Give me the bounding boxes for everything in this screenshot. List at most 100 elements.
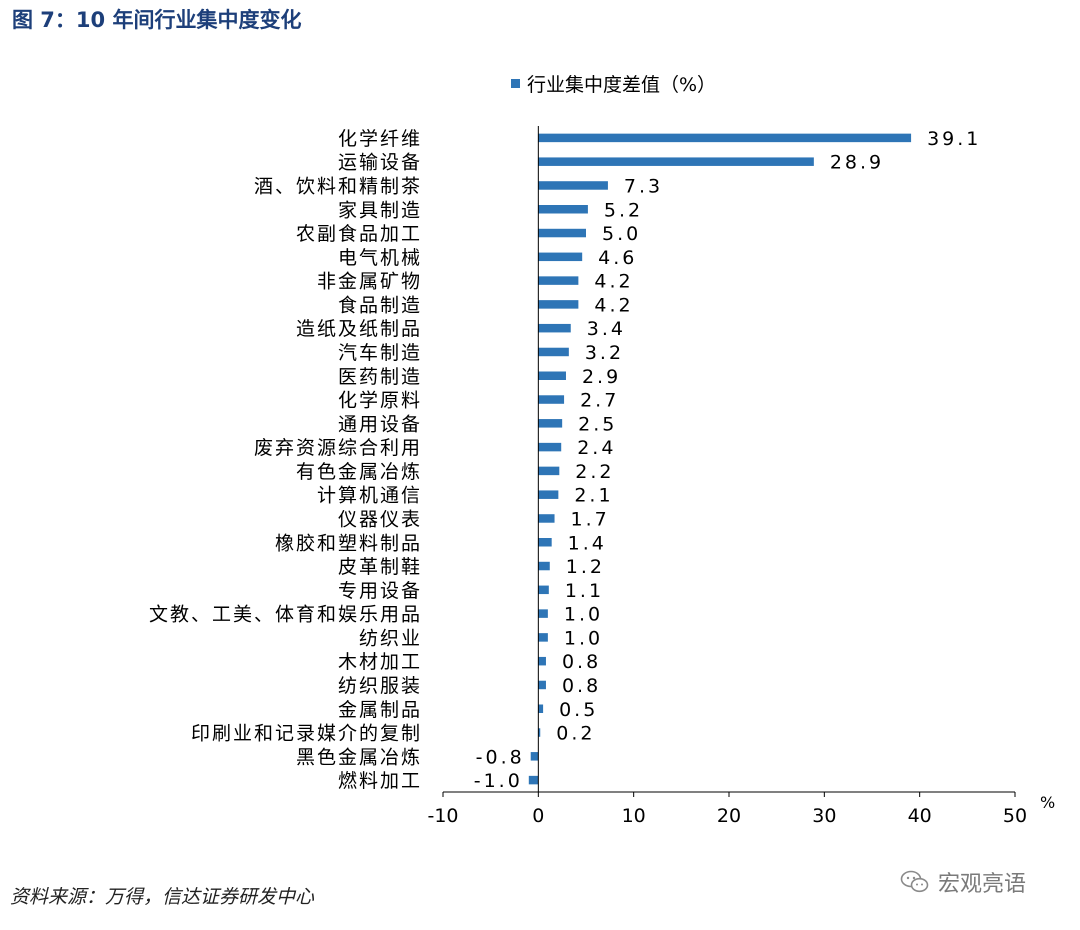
category-label: 仪器仪表 — [338, 508, 422, 530]
category-label: 化学原料 — [338, 390, 422, 412]
bar — [538, 276, 579, 285]
value-label: 2.4 — [577, 437, 616, 459]
bar — [538, 466, 560, 476]
value-label: 0.8 — [562, 651, 601, 673]
category-label: 化学纤维 — [338, 128, 422, 150]
category-label: 印刷业和记录媒介的复制 — [191, 723, 422, 745]
legend-label: 行业集中度差值（%） — [527, 74, 716, 96]
value-label: 3.4 — [587, 318, 626, 340]
bar — [538, 252, 583, 262]
bar — [538, 157, 814, 166]
value-label: 0.2 — [556, 723, 595, 745]
bar — [538, 514, 555, 523]
bar-chart: 行业集中度差值（%） 化学纤维 39.1 运输设备 28.9 酒、饮料和精制茶 7.3 家具制… — [149, 74, 1055, 827]
category-label: 汽车制造 — [338, 342, 422, 364]
bar — [528, 775, 539, 785]
category-label: 有色金属冶炼 — [296, 461, 422, 483]
category-label: 金属制品 — [338, 699, 422, 721]
bar — [538, 419, 563, 428]
category-label: 黑色金属冶炼 — [296, 746, 422, 768]
legend-swatch — [511, 79, 520, 88]
value-label: 3.2 — [585, 342, 624, 364]
category-label: 农副食品加工 — [296, 223, 422, 245]
value-label: 0.8 — [562, 675, 601, 697]
value-label: 7.3 — [624, 175, 663, 197]
value-label: 1.2 — [566, 556, 605, 578]
category-label: 计算机通信 — [317, 485, 422, 507]
x-axis-unit: % — [1040, 793, 1055, 812]
value-label: 2.1 — [574, 485, 613, 507]
category-label: 非金属矿物 — [317, 271, 422, 293]
value-label: 1.0 — [564, 627, 603, 649]
bar — [538, 181, 608, 190]
value-label: 2.2 — [575, 461, 614, 483]
category-label: 医药制造 — [338, 366, 422, 388]
category-label: 电气机械 — [338, 247, 422, 269]
watermark-text: 宏观亮语 — [938, 872, 1027, 897]
value-label: 1.4 — [568, 532, 607, 554]
value-label: -0.8 — [476, 746, 525, 768]
value-label: 2.5 — [578, 413, 617, 435]
category-label: 橡胶和塑料制品 — [275, 532, 422, 554]
bar — [538, 205, 588, 214]
bar — [538, 490, 559, 499]
bar — [530, 752, 539, 761]
x-tick-label: 10 — [622, 805, 646, 827]
category-label: 纺织业 — [359, 627, 422, 649]
x-tick-label: 50 — [1003, 805, 1027, 827]
value-label: 1.7 — [571, 508, 610, 530]
category-label: 食品制造 — [338, 294, 422, 316]
value-label: 4.6 — [598, 247, 637, 269]
bar — [538, 680, 546, 690]
value-label: 2.7 — [580, 390, 619, 412]
x-tick-label: -10 — [427, 805, 458, 827]
wechat-icon — [900, 870, 929, 893]
value-label: 4.2 — [594, 294, 633, 316]
category-label: 皮革制鞋 — [338, 556, 422, 578]
value-label: 39.1 — [927, 128, 981, 150]
x-tick-label: 20 — [717, 805, 741, 827]
bar — [538, 300, 579, 309]
source-note: 资料来源：万得，信达证券研发中心 — [10, 886, 315, 908]
value-label: 5.0 — [602, 223, 641, 245]
category-label: 纺织服装 — [338, 675, 422, 697]
bar — [538, 656, 546, 666]
category-label: 废弃资源综合利用 — [254, 437, 422, 459]
bar — [538, 728, 541, 737]
category-label: 木材加工 — [338, 651, 422, 673]
bar — [538, 133, 912, 143]
bar — [538, 585, 549, 595]
value-label: 4.2 — [594, 271, 633, 293]
bar — [538, 323, 571, 333]
bar — [538, 442, 562, 452]
value-label: 2.9 — [582, 366, 621, 388]
value-label: 1.0 — [564, 604, 603, 626]
category-label: 专用设备 — [338, 580, 422, 602]
bar — [538, 347, 569, 357]
category-label: 通用设备 — [338, 413, 422, 435]
category-label: 造纸及纸制品 — [296, 318, 422, 340]
category-label: 家具制造 — [338, 199, 422, 221]
figure-title: 图 7：10 年间行业集中度变化 — [12, 8, 302, 32]
bar — [538, 538, 552, 547]
category-label: 酒、饮料和精制茶 — [254, 175, 422, 197]
category-label: 文教、工美、体育和娱乐用品 — [149, 604, 422, 626]
bar — [538, 228, 586, 238]
bar — [538, 371, 566, 380]
category-label: 运输设备 — [338, 152, 422, 174]
bar — [538, 704, 544, 713]
bar — [538, 561, 550, 571]
category-label: 燃料加工 — [338, 770, 422, 792]
bar — [538, 633, 548, 642]
value-label: 0.5 — [559, 699, 598, 721]
value-label: -1.0 — [474, 770, 523, 792]
x-tick-label: 40 — [908, 805, 932, 827]
x-tick-label: 30 — [812, 805, 836, 827]
bar — [538, 395, 565, 404]
value-label: 5.2 — [604, 199, 643, 221]
x-tick-label: 0 — [532, 805, 544, 827]
bar — [538, 609, 548, 618]
watermark: 宏观亮语 — [900, 866, 1026, 898]
value-label: 1.1 — [565, 580, 604, 602]
value-label: 28.9 — [830, 152, 884, 174]
